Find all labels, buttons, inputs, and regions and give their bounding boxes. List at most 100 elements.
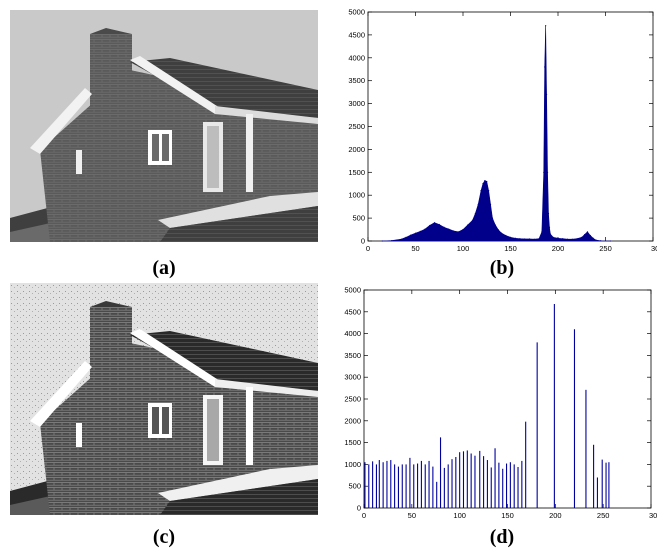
histogram-point: [548, 213, 549, 214]
histogram-point: [600, 240, 601, 241]
y-tick-label: 3500: [344, 351, 361, 360]
histogram-point: [495, 224, 496, 225]
histogram-point: [475, 213, 476, 214]
histogram-point: [515, 238, 516, 239]
histogram-point: [405, 237, 406, 238]
y-tick-label: 3000: [348, 99, 365, 108]
y-tick-label: 2000: [348, 145, 365, 154]
y-tick-label: 5000: [344, 286, 361, 295]
histogram-point: [462, 229, 463, 230]
histogram-point: [382, 240, 383, 241]
histogram-point: [590, 235, 591, 236]
histogram-point: [553, 237, 554, 238]
histogram-point: [572, 239, 573, 240]
house-photo-original: [10, 10, 318, 242]
histogram-point: [538, 238, 539, 239]
y-tick-label: 1000: [348, 191, 365, 200]
histogram-point: [593, 238, 594, 239]
y-tick-label: 0: [357, 504, 361, 513]
plot-frame: [364, 290, 651, 508]
histogram-point: [482, 183, 483, 184]
x-tick-label: 50: [408, 511, 416, 520]
y-tick-label: 4000: [348, 53, 365, 62]
histogram-point: [584, 234, 585, 235]
x-tick-label: 0: [362, 511, 366, 520]
x-tick-label: 0: [366, 244, 370, 252]
histogram-point: [544, 66, 545, 67]
histogram-point: [443, 227, 444, 228]
x-tick-label: 30: [649, 511, 657, 520]
y-tick-label: 4000: [344, 329, 361, 338]
y-tick-label: 2500: [344, 395, 361, 404]
histogram-point: [562, 238, 563, 239]
y-tick-label: 1000: [344, 460, 361, 469]
histogram-point: [415, 233, 416, 234]
y-tick-label: 500: [352, 214, 365, 223]
histogram-point: [472, 220, 473, 221]
histogram-point: [434, 222, 435, 223]
y-tick-label: 1500: [344, 438, 361, 447]
histogram-point: [458, 231, 459, 232]
histogram-point: [486, 181, 487, 182]
histogram-point: [484, 180, 485, 181]
histogram-point: [549, 227, 550, 228]
histogram-point: [480, 190, 481, 191]
x-tick-label: 100: [453, 511, 466, 520]
y-tick-label: 1500: [348, 168, 365, 177]
histogram-point: [505, 235, 506, 236]
caption-c: (c): [114, 526, 214, 549]
x-tick-label: 150: [504, 244, 517, 252]
histogram-point: [546, 94, 547, 95]
histogram-point: [424, 228, 425, 229]
histogram-point: [488, 190, 489, 191]
histogram-area: [382, 26, 610, 241]
histogram-point: [467, 224, 468, 225]
y-tick-label: 500: [348, 482, 361, 491]
histogram-point: [567, 239, 568, 240]
histogram-point: [500, 232, 501, 233]
x-tick-label: 200: [552, 244, 565, 252]
y-tick-label: 4500: [348, 30, 365, 39]
y-tick-label: 3000: [344, 373, 361, 382]
caption-a: (a): [114, 257, 214, 280]
plot-frame: [368, 12, 653, 241]
x-tick-label: 50: [411, 244, 419, 252]
histogram-original: 0500100015002000250030003500400045005000…: [328, 0, 657, 252]
histogram-point: [550, 234, 551, 235]
house-photo-equalized: [10, 283, 318, 515]
histogram-point: [429, 225, 430, 226]
histogram-point: [543, 172, 544, 173]
histogram-point: [519, 238, 520, 239]
histogram-point: [581, 237, 582, 238]
caption-d: (d): [452, 526, 552, 549]
histogram-equalized: 0500100015002000250030003500400045005000…: [328, 280, 657, 532]
histogram-point: [547, 172, 548, 173]
x-tick-label: 30: [651, 244, 657, 252]
histogram-point: [595, 239, 596, 240]
histogram-point: [490, 204, 491, 205]
caption-b: (b): [452, 257, 552, 280]
y-tick-label: 2000: [344, 416, 361, 425]
histogram-point: [534, 239, 535, 240]
y-tick-label: 0: [361, 237, 365, 246]
histogram-point: [610, 240, 611, 241]
histogram-point: [410, 234, 411, 235]
y-tick-label: 5000: [348, 8, 365, 17]
histogram-point: [401, 239, 402, 240]
histogram-point: [391, 240, 392, 241]
y-tick-label: 4500: [344, 307, 361, 316]
x-tick-label: 250: [599, 244, 612, 252]
x-tick-label: 200: [549, 511, 562, 520]
histogram-point: [448, 228, 449, 229]
histogram-point: [529, 238, 530, 239]
histogram-point: [510, 237, 511, 238]
y-tick-label: 2500: [348, 122, 365, 131]
x-tick-label: 250: [597, 511, 610, 520]
histogram-point: [492, 218, 493, 219]
histogram-point: [420, 231, 421, 232]
y-tick-label: 3500: [348, 76, 365, 85]
histogram-point: [478, 204, 479, 205]
histogram-point: [576, 238, 577, 239]
histogram-point: [541, 231, 542, 232]
histogram-point: [439, 224, 440, 225]
